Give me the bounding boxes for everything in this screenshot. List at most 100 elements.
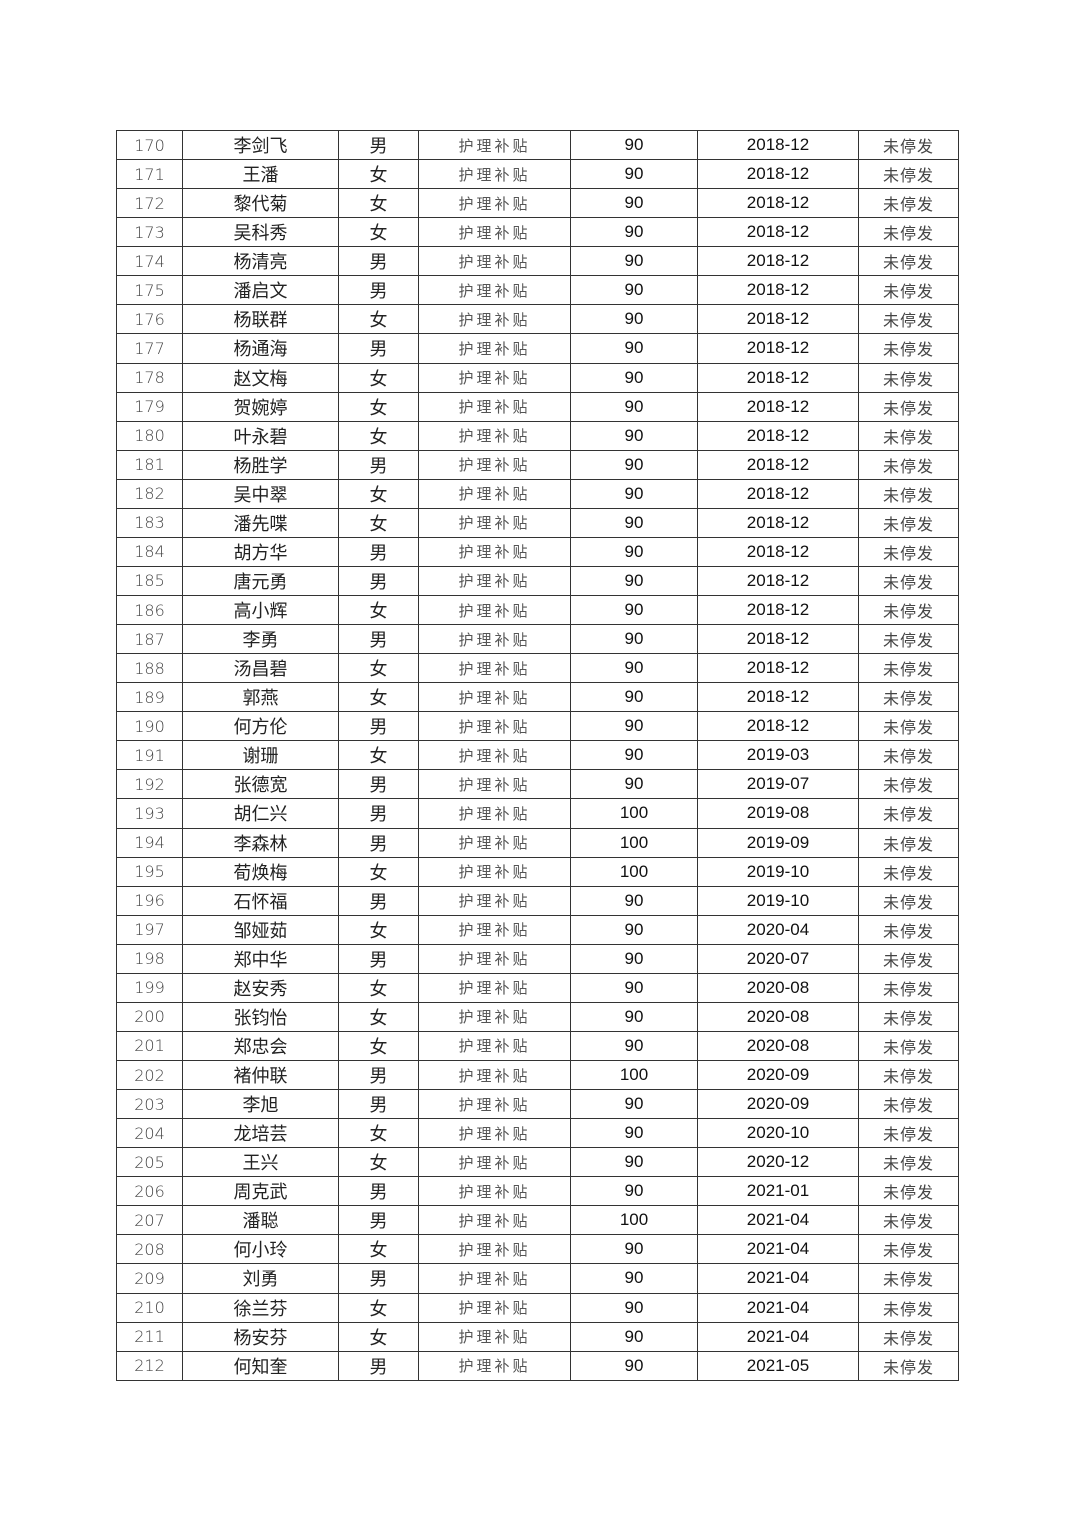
status-cell: 未停发 [858,972,959,1003]
amount-cell: 100 [570,1059,698,1091]
row-number-cell: 207 [116,1205,183,1236]
start-month-cell: 2019-08 [697,798,859,829]
row-number-cell: 186 [116,594,183,626]
gender-cell: 女 [338,1030,419,1062]
start-month-cell: 2021-04 [697,1263,859,1294]
status-cell: 未停发 [858,1292,959,1323]
subsidy-type-cell: 护理补贴 [418,362,571,393]
person-name-cell: 吴科秀 [182,217,339,248]
amount-cell: 100 [570,798,698,829]
subsidy-type-cell: 护理补贴 [418,1263,571,1294]
table-row: 211 杨安芬女护理补贴 90 2021-04 未停发 [116,1321,959,1352]
amount-cell: 90 [570,565,698,597]
row-number-cell: 200 [116,1001,183,1032]
amount-cell: 90 [570,914,698,945]
gender-cell: 男 [338,1176,419,1207]
row-number-cell: 172 [116,188,183,219]
amount-cell: 90 [570,943,698,974]
table-row: 209 刘勇男护理补贴 90 2021-04 未停发 [116,1263,959,1294]
amount-cell: 90 [570,536,698,567]
amount-cell: 90 [570,304,698,335]
subsidy-type-cell: 护理补贴 [418,711,571,742]
table-row: 170 李剑飞男护理补贴 90 2018-12 未停发 [116,129,959,161]
person-name-cell: 潘启文 [182,275,339,306]
status-cell: 未停发 [858,1205,959,1236]
gender-cell: 女 [338,420,419,451]
table-row: 201 郑忠会女护理补贴 90 2020-08 未停发 [116,1030,959,1062]
subsidy-type-cell: 护理补贴 [418,885,571,916]
table-row: 204 龙培芸女护理补贴 90 2020-10 未停发 [116,1118,959,1149]
status-cell: 未停发 [858,391,959,422]
subsidy-type-cell: 护理补贴 [418,507,571,538]
subsidy-type-cell: 护理补贴 [418,391,571,422]
amount-cell: 90 [570,885,698,916]
table-row: 212 何知奎男护理补贴 90 2021-05 未停发 [116,1350,959,1381]
row-number-cell: 189 [116,682,183,713]
row-number-cell: 212 [116,1350,183,1381]
row-number-cell: 198 [116,943,183,974]
person-name-cell: 杨胜学 [182,449,339,480]
gender-cell: 女 [338,740,419,771]
subsidy-type-cell: 护理补贴 [418,1205,571,1236]
status-cell: 未停发 [858,1030,959,1062]
amount-cell: 90 [570,1263,698,1294]
gender-cell: 男 [338,1263,419,1294]
row-number-cell: 205 [116,1147,183,1178]
row-number-cell: 178 [116,362,183,393]
status-cell: 未停发 [858,420,959,451]
gender-cell: 男 [338,246,419,277]
person-name-cell: 杨安芬 [182,1321,339,1352]
subsidy-type-cell: 护理补贴 [418,449,571,480]
person-name-cell: 杨清亮 [182,246,339,277]
status-cell: 未停发 [858,1089,959,1120]
person-name-cell: 赵文梅 [182,362,339,393]
start-month-cell: 2018-12 [697,682,859,713]
subsidy-type-cell: 护理补贴 [418,478,571,509]
amount-cell: 90 [570,478,698,509]
table-row: 172 黎代菊女护理补贴 90 2018-12 未停发 [116,188,959,219]
status-cell: 未停发 [858,594,959,626]
status-cell: 未停发 [858,740,959,771]
status-cell: 未停发 [858,769,959,800]
amount-cell: 90 [570,217,698,248]
amount-cell: 90 [570,507,698,538]
start-month-cell: 2019-09 [697,827,859,858]
gender-cell: 女 [338,188,419,219]
row-number-cell: 195 [116,856,183,887]
status-cell: 未停发 [858,856,959,887]
start-month-cell: 2020-10 [697,1118,859,1149]
subsidy-type-cell: 护理补贴 [418,1118,571,1149]
person-name-cell: 何方伦 [182,711,339,742]
status-cell: 未停发 [858,1176,959,1207]
person-name-cell: 何小玲 [182,1234,339,1265]
status-cell: 未停发 [858,943,959,974]
start-month-cell: 2018-12 [697,594,859,626]
gender-cell: 男 [338,711,419,742]
amount-cell: 90 [570,188,698,219]
status-cell: 未停发 [858,624,959,655]
gender-cell: 男 [338,536,419,567]
table-row: 186 高小辉女护理补贴 90 2018-12 未停发 [116,594,959,626]
row-number-cell: 188 [116,653,183,684]
status-cell: 未停发 [858,565,959,597]
status-cell: 未停发 [858,827,959,858]
subsidy-type-cell: 护理补贴 [418,624,571,655]
row-number-cell: 183 [116,507,183,538]
status-cell: 未停发 [858,449,959,480]
status-cell: 未停发 [858,1234,959,1265]
row-number-cell: 187 [116,624,183,655]
status-cell: 未停发 [858,1118,959,1149]
status-cell: 未停发 [858,1059,959,1091]
start-month-cell: 2018-12 [697,159,859,190]
amount-cell: 90 [570,333,698,364]
table-row: 192 张德宽男护理补贴 90 2019-07 未停发 [116,769,959,800]
subsidy-type-cell: 护理补贴 [418,798,571,829]
start-month-cell: 2020-08 [697,1001,859,1032]
start-month-cell: 2021-01 [697,1176,859,1207]
start-month-cell: 2019-10 [697,856,859,887]
start-month-cell: 2018-12 [697,246,859,277]
subsidy-type-cell: 护理补贴 [418,1176,571,1207]
start-month-cell: 2021-05 [697,1350,859,1381]
amount-cell: 90 [570,682,698,713]
subsidy-type-cell: 护理补贴 [418,740,571,771]
